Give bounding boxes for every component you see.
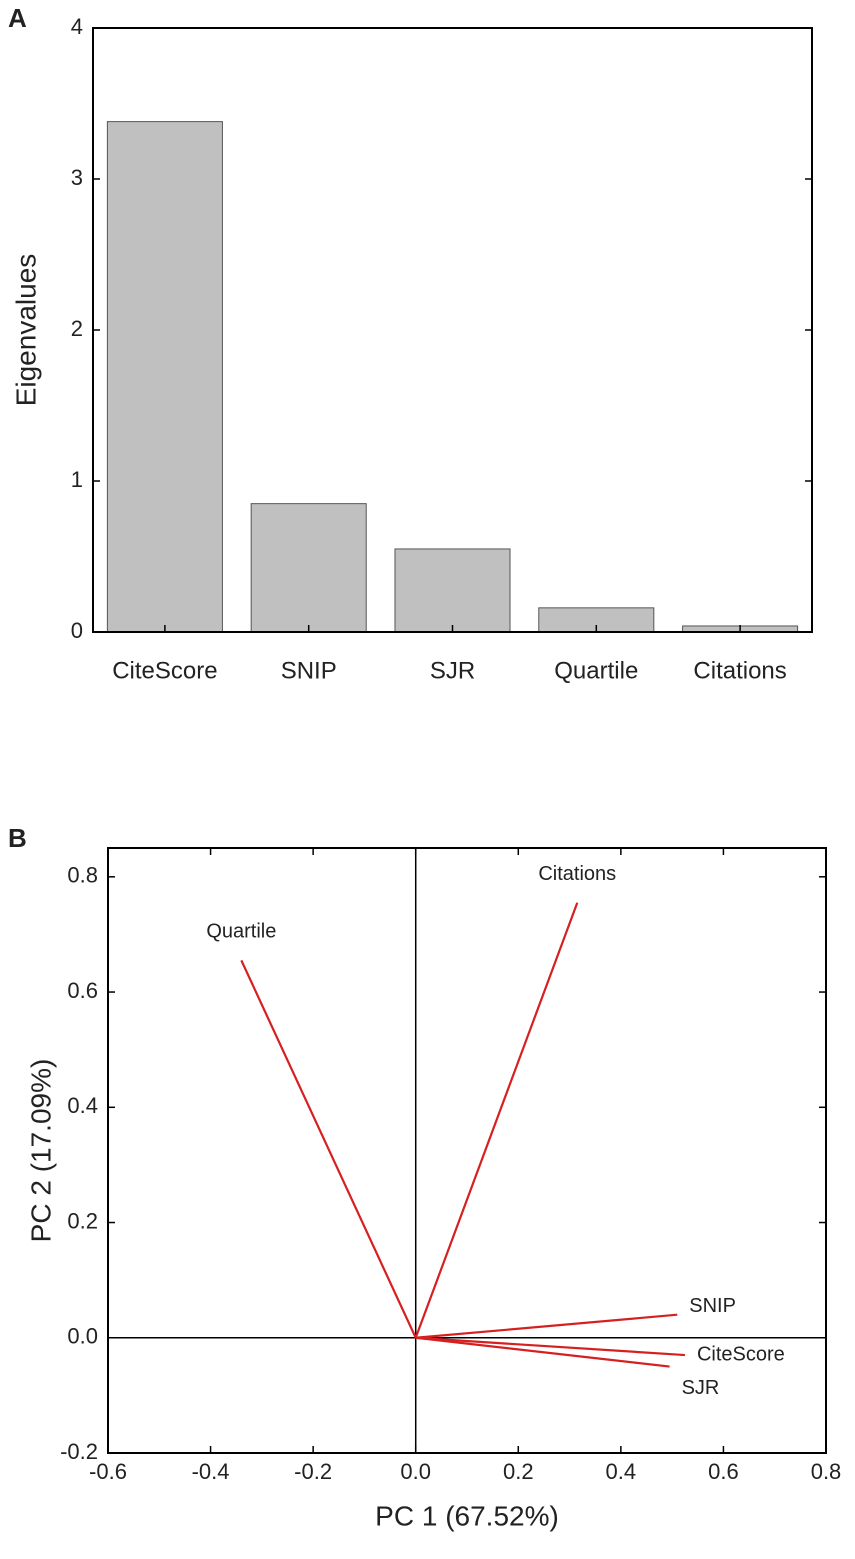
- x-tick-label: SJR: [430, 657, 475, 684]
- y-tick-label: 4: [71, 14, 83, 39]
- x-tick-label: 0.6: [708, 1459, 739, 1484]
- bar: [106, 121, 223, 633]
- y-tick-label: 0.2: [67, 1208, 98, 1233]
- x-tick-label: Citations: [693, 657, 786, 684]
- y-tick-label: 0.4: [67, 1093, 98, 1118]
- x-tick-label: -0.4: [192, 1459, 230, 1484]
- y-axis-label: Eigenvalues: [10, 254, 41, 407]
- bar: [250, 503, 367, 633]
- x-tick-label: -0.6: [89, 1459, 127, 1484]
- plot-frame: [92, 27, 813, 633]
- y-tick-label: 0: [71, 618, 83, 643]
- y-tick-label: -0.2: [60, 1439, 98, 1464]
- x-tick-label: -0.2: [294, 1459, 332, 1484]
- vector-label: CiteScore: [697, 1343, 785, 1365]
- x-axis-label: PC 1 (67.52%): [375, 1500, 559, 1531]
- loading-vector: [240, 959, 417, 1339]
- x-tick-label: 0.2: [503, 1459, 534, 1484]
- x-tick-label: SNIP: [281, 657, 337, 684]
- bar: [394, 548, 511, 633]
- loading-vector: [414, 902, 579, 1339]
- vector-label: SJR: [682, 1377, 720, 1399]
- x-tick-label: 0.4: [606, 1459, 637, 1484]
- vector-label: SNIP: [689, 1295, 736, 1317]
- y-tick-label: 0.8: [67, 863, 98, 888]
- plot-frame: [107, 847, 827, 1454]
- x-tick-label: Quartile: [554, 657, 638, 684]
- y-tick-label: 3: [71, 165, 83, 190]
- loading-vector: [415, 1336, 686, 1357]
- x-tick-label: 0.0: [400, 1459, 431, 1484]
- panel-label: B: [8, 823, 27, 853]
- y-tick-label: 2: [71, 316, 83, 341]
- loading-vector: [415, 1336, 670, 1368]
- panel-label: A: [8, 3, 27, 33]
- loading-vector: [415, 1313, 678, 1339]
- y-tick-label: 0.0: [67, 1324, 98, 1349]
- x-tick-label: CiteScore: [112, 657, 217, 684]
- y-tick-label: 0.6: [67, 978, 98, 1003]
- vector-label: Quartile: [206, 921, 276, 943]
- vector-label: Citations: [538, 863, 616, 885]
- y-tick-label: 1: [71, 467, 83, 492]
- x-tick-label: 0.8: [811, 1459, 842, 1484]
- y-axis-label: PC 2 (17.09%): [25, 1059, 56, 1243]
